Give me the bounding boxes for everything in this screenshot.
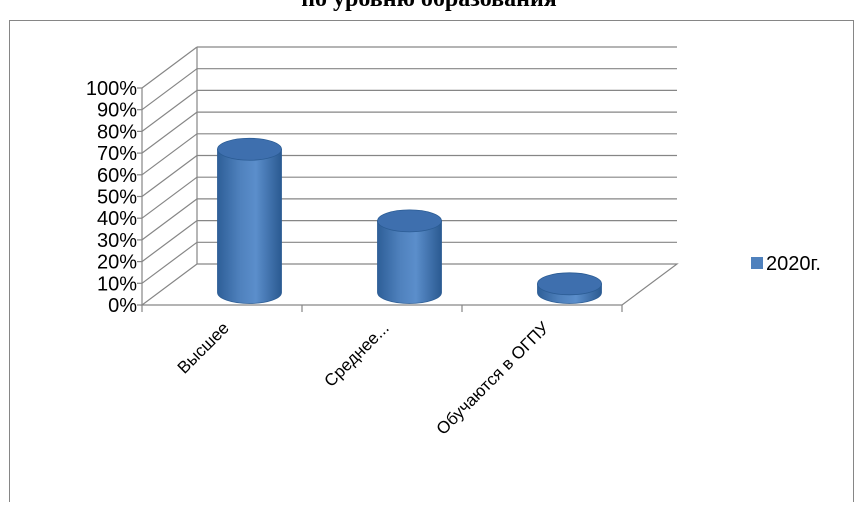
y-tick-label: 0% [108, 295, 137, 317]
legend-label: 2020г. [766, 253, 821, 275]
category-labels: Высшее Среднее... Обучаются в ОГПУ [141, 305, 623, 439]
gridline-side [141, 68, 198, 111]
y-tick-label: 10% [97, 273, 137, 295]
legend: 2020г. [751, 253, 821, 275]
chart-frame [9, 20, 854, 502]
y-tick-label: 90% [97, 100, 137, 122]
y-tick-label: 40% [97, 208, 137, 230]
gridline-side [141, 241, 198, 284]
legend-swatch [751, 257, 763, 269]
gridline-side [141, 89, 198, 132]
bar-top [537, 272, 602, 296]
gridline-side [141, 155, 198, 197]
gridline-side [141, 176, 198, 219]
y-tick-label: 30% [97, 230, 137, 252]
bars [217, 137, 602, 304]
bar-body [217, 148, 282, 304]
y-tick-label: 100% [86, 78, 137, 100]
gridline-side [141, 198, 198, 241]
bar [537, 272, 602, 304]
bar-body [377, 220, 442, 304]
gridline-side [141, 46, 198, 89]
bar [217, 137, 282, 304]
y-tick-label: 80% [97, 121, 137, 143]
x-category-label: Высшее [174, 318, 233, 377]
bar [377, 209, 442, 304]
gridline-side [141, 220, 198, 263]
bar-top [377, 209, 442, 233]
y-tick-label: 20% [97, 252, 137, 274]
gridline-side [141, 133, 198, 176]
y-tick-label: 60% [97, 165, 137, 187]
x-category-label: Среднее... [321, 318, 393, 390]
y-tick-label: 70% [97, 143, 137, 165]
x-category-label: Обучаются в ОГПУ [433, 318, 553, 438]
y-axis-ticks: 0%10%20%30%40%50%60%70%80%90%100% [86, 78, 142, 317]
y-tick-label: 50% [97, 187, 137, 209]
gridline-side [141, 111, 198, 154]
bar-top [217, 137, 282, 161]
chart-title: по уровню образования [0, 0, 858, 13]
